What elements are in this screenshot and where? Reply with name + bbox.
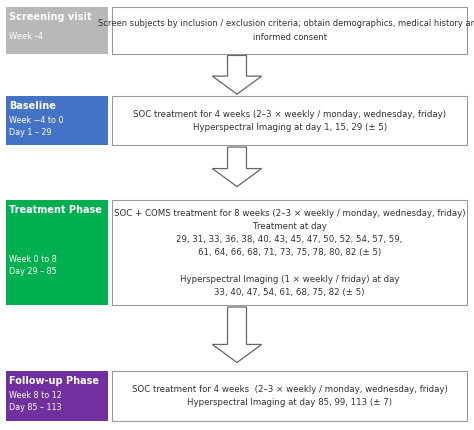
Text: Week 0 to 8
Day 29 – 85: Week 0 to 8 Day 29 – 85 xyxy=(9,255,57,276)
Bar xyxy=(112,7,467,54)
Text: Week 8 to 12
Day 85 – 113: Week 8 to 12 Day 85 – 113 xyxy=(9,391,63,412)
Text: SOC + COMS treatment for 8 weeks (2–3 × weekly / monday, wednesday, friday)
Trea: SOC + COMS treatment for 8 weeks (2–3 × … xyxy=(114,209,465,297)
Text: Week −4 to 0
Day 1 – 29: Week −4 to 0 Day 1 – 29 xyxy=(9,116,64,137)
Bar xyxy=(6,7,108,54)
Polygon shape xyxy=(212,307,262,362)
Bar xyxy=(6,200,108,305)
Text: Treatment Phase: Treatment Phase xyxy=(9,205,102,215)
Text: Week -4: Week -4 xyxy=(9,31,44,40)
Bar xyxy=(6,371,108,421)
Text: Screen subjects by inclusion / exclusion criteria; obtain demographics, medical : Screen subjects by inclusion / exclusion… xyxy=(98,19,474,42)
Text: Screening visit: Screening visit xyxy=(9,12,92,22)
Bar xyxy=(112,371,467,421)
Bar xyxy=(112,96,467,145)
Bar xyxy=(112,200,467,305)
Text: Baseline: Baseline xyxy=(9,101,56,111)
Text: SOC treatment for 4 weeks  (2–3 × weekly / monday, wednesday, friday)
Hyperspect: SOC treatment for 4 weeks (2–3 × weekly … xyxy=(132,385,447,407)
Text: Follow-up Phase: Follow-up Phase xyxy=(9,376,100,386)
Bar xyxy=(6,96,108,145)
Text: SOC treatment for 4 weeks (2–3 × weekly / monday, wednesday, friday)
Hyperspectr: SOC treatment for 4 weeks (2–3 × weekly … xyxy=(133,110,446,132)
Polygon shape xyxy=(212,55,262,94)
Polygon shape xyxy=(212,147,262,187)
